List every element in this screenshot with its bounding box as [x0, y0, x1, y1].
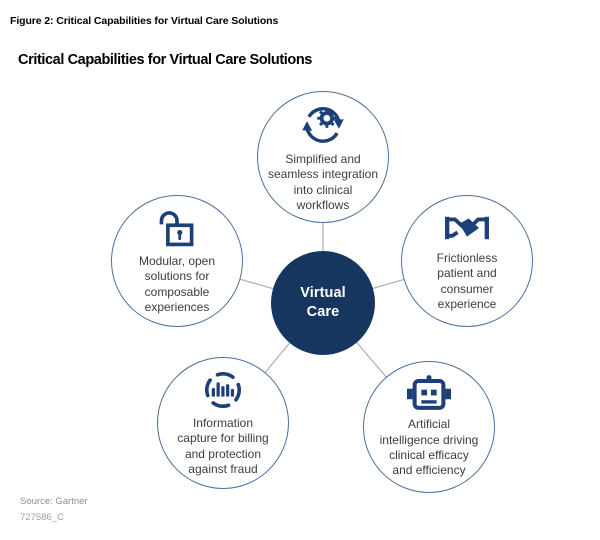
center-node-virtual-care: Virtual Care	[271, 251, 375, 355]
handshake-icon	[442, 210, 492, 246]
open-lock-icon	[158, 207, 196, 249]
capability-node-modular-open-solutions: Modular, open solutions for composable e…	[111, 195, 243, 327]
capability-node-label: Information capture for billing and prot…	[177, 415, 269, 476]
figure-caption: Figure 2: Critical Capabilities for Virt…	[10, 15, 279, 27]
capability-node-label: Modular, open solutions for composable e…	[138, 253, 216, 314]
capability-node-clinical-integration: Simplified and seamless integration into…	[257, 91, 389, 223]
source-text: Source: Gartner	[20, 496, 88, 507]
bar-chart-dashed-circle-icon	[202, 369, 244, 411]
capability-node-label: Artificial intelligence driving clinical…	[379, 417, 479, 478]
capability-node-label: Frictionless patient and consumer experi…	[436, 250, 498, 311]
robot-icon	[406, 375, 452, 412]
sync-gear-icon	[300, 101, 346, 147]
capability-node-label: Simplified and seamless integration into…	[267, 151, 379, 212]
center-node-label: Virtual Care	[300, 284, 346, 320]
capability-node-billing-fraud-protection: Information capture for billing and prot…	[157, 357, 289, 489]
capability-node-artificial-intelligence: Artificial intelligence driving clinical…	[363, 361, 495, 493]
chart-title: Critical Capabilities for Virtual Care S…	[18, 52, 312, 68]
capability-node-consumer-experience: Frictionless patient and consumer experi…	[401, 195, 533, 327]
document-id: 727586_C	[20, 512, 64, 523]
